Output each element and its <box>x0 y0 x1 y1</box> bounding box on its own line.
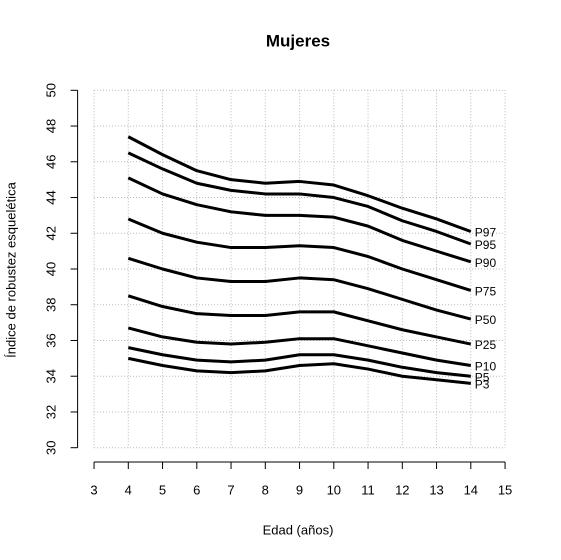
curve-label: P50 <box>475 313 497 327</box>
percentile-curve <box>127 294 472 346</box>
x-tick-label: 9 <box>296 482 303 497</box>
y-tick-label: 48 <box>43 119 58 133</box>
y-tick-label: 46 <box>43 155 58 169</box>
y-tick-label: 36 <box>43 333 58 347</box>
curve-label: P10 <box>475 360 497 374</box>
percentile-curve <box>127 346 471 378</box>
percentile-curve <box>127 135 472 233</box>
curve-label: P5 <box>475 370 490 384</box>
curve-label: P95 <box>475 238 497 252</box>
y-tick-label: 50 <box>43 83 58 97</box>
x-tick-label: 8 <box>262 482 269 497</box>
percentile-curve <box>127 217 472 292</box>
x-tick-label: 10 <box>327 482 341 497</box>
curve-label: P3 <box>475 378 490 392</box>
x-tick-label: 4 <box>125 482 132 497</box>
y-tick-label: 38 <box>43 298 58 312</box>
curve-label: P90 <box>475 256 497 270</box>
percentile-curve <box>127 326 472 367</box>
curve-label: P75 <box>475 285 497 299</box>
curve-label: P97 <box>475 226 497 240</box>
x-tick-label: 3 <box>90 482 97 497</box>
y-tick-label: 30 <box>43 440 58 454</box>
curve-label: P25 <box>475 338 497 352</box>
y-tick-label: 32 <box>43 405 58 419</box>
x-tick-label: 11 <box>361 482 375 497</box>
x-tick-label: 15 <box>498 482 512 497</box>
chart-title: Mujeres <box>266 31 330 50</box>
y-tick-label: 44 <box>43 190 58 204</box>
x-tick-label: 6 <box>193 482 200 497</box>
x-tick-label: 14 <box>464 482 478 497</box>
percentile-curve <box>127 356 471 385</box>
x-tick-label: 13 <box>429 482 443 497</box>
y-axis-label: Índice de robustez esquelética <box>3 181 18 357</box>
x-tick-label: 7 <box>227 482 234 497</box>
percentile-curve <box>127 151 472 246</box>
percentile-curve <box>127 256 472 321</box>
x-axis-label: Edad (años) <box>263 522 334 537</box>
y-tick-label: 34 <box>43 369 58 383</box>
x-tick-label: 5 <box>159 482 166 497</box>
y-tick-label: 42 <box>43 226 58 240</box>
percentile-curve <box>127 176 472 264</box>
y-tick-label: 40 <box>43 262 58 276</box>
x-tick-label: 12 <box>395 482 409 497</box>
